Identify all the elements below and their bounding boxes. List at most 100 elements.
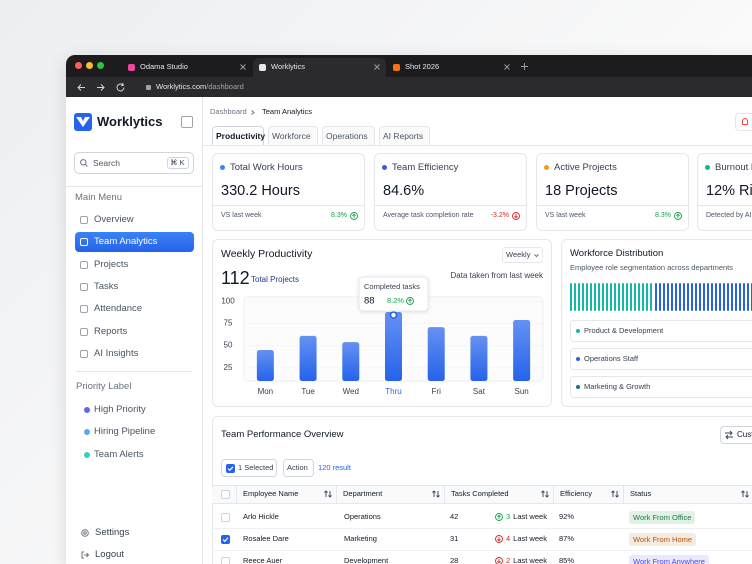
- change-label: Last week: [513, 556, 547, 564]
- column-divider: [623, 485, 624, 504]
- sort-icon: [324, 490, 332, 498]
- sort-icon: [611, 490, 619, 498]
- new-tab: [521, 63, 528, 70]
- distribution-stripe: [679, 283, 682, 311]
- sort-icon: [432, 490, 440, 498]
- change-value: 3: [506, 512, 511, 521]
- window-control[interactable]: [97, 62, 104, 69]
- change-label: Last week: [513, 512, 547, 521]
- tab[interactable]: [268, 126, 318, 145]
- tab-strip: [66, 55, 752, 77]
- period-dropdown[interactable]: [502, 247, 543, 263]
- distribution-stripe: [715, 283, 718, 311]
- tab[interactable]: [322, 126, 375, 145]
- customize-label[interactable]: Customize: [737, 430, 752, 439]
- priority-item[interactable]: High Priority: [94, 404, 146, 415]
- distribution-stripe: [747, 283, 750, 311]
- priority-item[interactable]: Hiring Pipeline: [94, 426, 156, 438]
- tab[interactable]: [212, 126, 264, 145]
- column-header[interactable]: Status: [630, 489, 652, 498]
- tab-title[interactable]: Shot 2026: [405, 62, 440, 71]
- customize-icon: [725, 430, 733, 440]
- card-value: 18 Projects: [545, 183, 618, 199]
- tab-title[interactable]: Worklytics: [271, 62, 306, 71]
- menu-item[interactable]: Tasks: [94, 280, 119, 292]
- priority-item[interactable]: Team Alerts: [94, 448, 144, 460]
- menu-item[interactable]: Reports: [94, 325, 128, 337]
- employee-name[interactable]: Reece Auer: [243, 556, 283, 564]
- shortcut-badge: [167, 157, 189, 169]
- menu-item[interactable]: Projects: [94, 258, 129, 270]
- row-divider: [212, 528, 752, 529]
- nav-buttons: [77, 82, 125, 92]
- tab-label[interactable]: Productivity: [216, 131, 266, 141]
- collapse-button[interactable]: [181, 116, 193, 128]
- check-mark: [227, 466, 234, 472]
- distribution-stripe: [731, 283, 734, 311]
- window-control[interactable]: [86, 62, 93, 69]
- column-divider: [444, 485, 445, 504]
- section-title: Main Menu: [75, 192, 122, 203]
- search-placeholder: Search: [93, 158, 120, 168]
- sidebar: [66, 97, 203, 564]
- browser-tab[interactable]: [253, 58, 386, 77]
- menu-item-active[interactable]: [75, 232, 194, 253]
- distribution-stripe: [659, 283, 662, 311]
- card-dot: [544, 165, 549, 170]
- card-title: Total Work Hours: [230, 162, 303, 173]
- column-header[interactable]: Employee Name: [243, 489, 299, 498]
- action-button[interactable]: [283, 459, 314, 477]
- menu-icon: [80, 327, 88, 336]
- distribution-stripe: [699, 283, 702, 311]
- menu-item[interactable]: AI Insights: [94, 347, 139, 359]
- tasks-completed: 31: [450, 534, 459, 543]
- menu-item[interactable]: Attendance: [94, 303, 143, 315]
- tab-label[interactable]: Operations: [326, 131, 368, 141]
- employee-name[interactable]: Arlo Hickle: [243, 512, 279, 521]
- window-control[interactable]: [75, 62, 82, 69]
- tasks-completed: 28: [450, 556, 459, 564]
- column-header[interactable]: Tasks Completed: [451, 489, 509, 498]
- breadcrumb[interactable]: Dashboard: [210, 107, 247, 116]
- sort-icon: [541, 490, 549, 498]
- menu-item[interactable]: Overview: [94, 214, 134, 225]
- card-divider: [697, 205, 752, 206]
- tab[interactable]: [379, 126, 430, 145]
- settings[interactable]: Settings: [95, 527, 130, 538]
- stat-card: [374, 153, 527, 231]
- checkbox[interactable]: [226, 464, 235, 473]
- distribution-stripe: [667, 283, 670, 311]
- notification-button[interactable]: [735, 113, 752, 131]
- action-label[interactable]: Action: [287, 463, 308, 472]
- legend-dot: [576, 385, 580, 389]
- tab-label[interactable]: Workforce: [272, 131, 311, 141]
- tab-label[interactable]: AI Reports: [383, 131, 424, 141]
- efficiency: 92%: [559, 512, 575, 521]
- trend-icon: [350, 212, 358, 220]
- status-badge: Work From Office: [629, 510, 696, 524]
- distribution-stripe: [602, 283, 605, 311]
- card-footer: VS last week: [545, 212, 586, 219]
- checkbox[interactable]: [221, 490, 230, 499]
- logout[interactable]: Logout: [95, 549, 125, 560]
- search-box[interactable]: [74, 152, 194, 174]
- customize-button[interactable]: [720, 426, 752, 444]
- logout-icon: [81, 551, 90, 559]
- menu-item[interactable]: Team Analytics: [94, 236, 158, 248]
- period-label[interactable]: Weekly: [506, 250, 531, 259]
- column-header[interactable]: Department: [343, 489, 383, 498]
- tab-title[interactable]: Odama Studio: [140, 62, 188, 71]
- chart-note: Data taken from last week: [450, 271, 543, 280]
- checkbox[interactable]: [221, 557, 230, 564]
- trend-icon: [495, 535, 503, 543]
- checkbox[interactable]: [221, 535, 230, 544]
- tab-favicon: [128, 64, 135, 71]
- tab-close: [504, 64, 510, 70]
- tab-favicon: [259, 64, 266, 71]
- employee-name[interactable]: Rosalee Dare: [243, 534, 289, 543]
- selected-box[interactable]: [221, 459, 277, 477]
- column-header[interactable]: Efficiency: [560, 489, 592, 498]
- priority-dot: [84, 429, 90, 436]
- checkbox[interactable]: [221, 513, 230, 522]
- column-divider: [553, 485, 554, 504]
